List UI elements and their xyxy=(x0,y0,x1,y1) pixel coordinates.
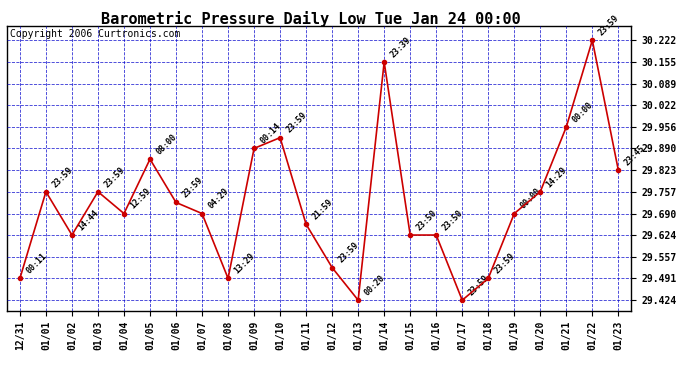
Text: 04:29: 04:29 xyxy=(206,187,230,211)
Text: 13:29: 13:29 xyxy=(233,252,256,276)
Text: 23:59: 23:59 xyxy=(50,165,74,189)
Text: 08:00: 08:00 xyxy=(154,132,178,156)
Text: Barometric Pressure Daily Low Tue Jan 24 00:00: Barometric Pressure Daily Low Tue Jan 24… xyxy=(101,11,520,27)
Text: 14:29: 14:29 xyxy=(544,165,569,189)
Text: 00:20: 00:20 xyxy=(362,273,386,297)
Text: 23:59: 23:59 xyxy=(596,13,620,38)
Text: 23:59: 23:59 xyxy=(466,273,491,297)
Text: 23:50: 23:50 xyxy=(415,208,438,232)
Text: 23:59: 23:59 xyxy=(180,176,204,200)
Text: 00:14: 00:14 xyxy=(258,122,282,146)
Text: 00:11: 00:11 xyxy=(24,252,48,276)
Text: 23:59: 23:59 xyxy=(336,241,360,265)
Text: Copyright 2006 Curtronics.com: Copyright 2006 Curtronics.com xyxy=(10,29,180,39)
Text: 12:59: 12:59 xyxy=(128,187,152,211)
Text: 23:39: 23:39 xyxy=(388,35,413,59)
Text: 23:59: 23:59 xyxy=(284,111,308,135)
Text: 23:59: 23:59 xyxy=(493,252,516,276)
Text: 14:44: 14:44 xyxy=(76,208,100,232)
Text: 00:00: 00:00 xyxy=(571,100,595,124)
Text: 23:45: 23:45 xyxy=(622,143,647,168)
Text: 23:50: 23:50 xyxy=(440,208,464,232)
Text: 23:59: 23:59 xyxy=(102,165,126,189)
Text: 00:00: 00:00 xyxy=(518,187,542,211)
Text: 21:59: 21:59 xyxy=(310,198,335,222)
